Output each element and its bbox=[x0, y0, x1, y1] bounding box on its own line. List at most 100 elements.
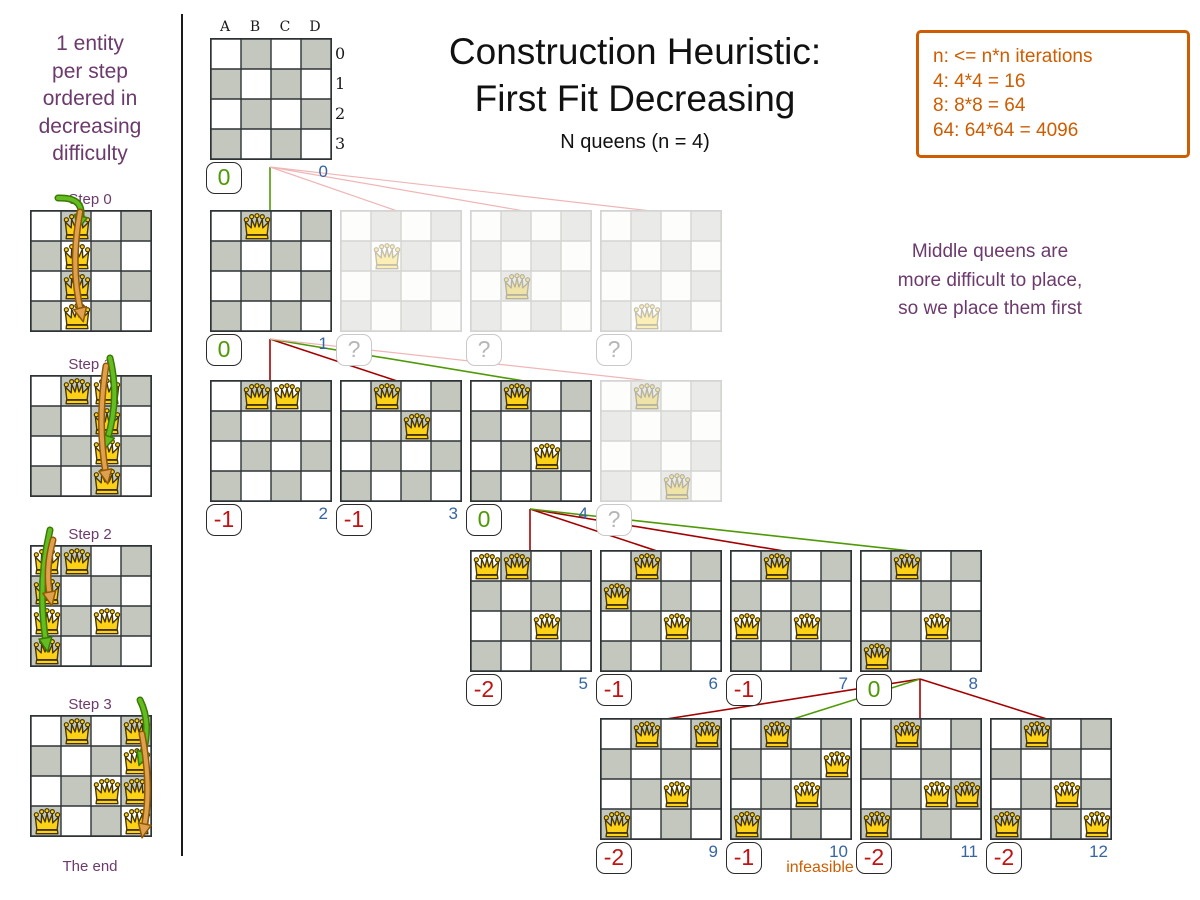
board-cell bbox=[731, 719, 761, 749]
board-cell bbox=[821, 719, 851, 749]
queen-icon bbox=[532, 612, 561, 641]
board-cell bbox=[761, 581, 791, 611]
board-cell bbox=[121, 576, 151, 606]
queen-crown-icon bbox=[633, 552, 660, 579]
the-end-label: The end bbox=[62, 858, 118, 875]
board-cell bbox=[661, 301, 691, 331]
queen-crown-icon bbox=[243, 382, 270, 409]
board-cell bbox=[531, 241, 561, 271]
queen-crown-icon bbox=[1083, 810, 1110, 837]
queen-icon bbox=[892, 720, 921, 749]
board-cell bbox=[61, 406, 91, 436]
board-cell bbox=[661, 581, 691, 611]
board-cell bbox=[601, 611, 631, 641]
queen-crown-icon bbox=[123, 807, 150, 834]
queen-crown-icon bbox=[63, 377, 90, 404]
board-cell bbox=[341, 411, 371, 441]
board-cell bbox=[891, 611, 921, 641]
iteration-number: 1 bbox=[318, 334, 328, 353]
board-cell bbox=[61, 606, 91, 636]
board-cell bbox=[61, 576, 91, 606]
board-cell bbox=[211, 441, 241, 471]
board-cell bbox=[31, 406, 61, 436]
board-cell bbox=[791, 719, 821, 749]
queen-crown-icon bbox=[603, 582, 630, 609]
queen-icon bbox=[502, 552, 531, 581]
queen-crown-icon bbox=[33, 577, 60, 604]
intro-line: ordered in bbox=[42, 87, 138, 110]
iteration-number: 5 bbox=[578, 674, 588, 693]
iterations-info-box: n: <= n*n iterations 4: 4*4 = 16 8: 8*8 … bbox=[916, 30, 1190, 158]
row-header: 1 bbox=[335, 74, 346, 93]
board-it6 bbox=[600, 550, 722, 672]
board-cell bbox=[661, 441, 691, 471]
queen-crown-icon bbox=[403, 412, 430, 439]
iteration-number: 4 bbox=[578, 504, 588, 523]
board-cell bbox=[921, 719, 951, 749]
board-cell bbox=[121, 301, 151, 331]
board-cell bbox=[691, 779, 721, 809]
board-cell bbox=[991, 719, 1021, 749]
board-cell bbox=[431, 241, 461, 271]
board-cell bbox=[31, 271, 61, 301]
score-badge-it12: -2 bbox=[986, 842, 1022, 874]
queen-icon bbox=[822, 750, 851, 779]
queen-crown-icon bbox=[63, 547, 90, 574]
board-cell bbox=[371, 241, 401, 271]
board-q1d bbox=[600, 210, 722, 332]
intro-line: difficulty bbox=[52, 142, 128, 165]
board-cell bbox=[631, 581, 661, 611]
queen-icon bbox=[662, 780, 691, 809]
queen-icon bbox=[502, 382, 531, 411]
board-cell bbox=[791, 749, 821, 779]
queen-crown-icon bbox=[503, 272, 530, 299]
board-cell bbox=[31, 376, 61, 406]
step-label-2: Step 2 bbox=[68, 526, 112, 543]
info-line: n: <= n*n iterations bbox=[933, 46, 1093, 67]
board-root bbox=[210, 38, 332, 160]
board-cell bbox=[631, 611, 661, 641]
board-cell bbox=[601, 241, 631, 271]
queen-crown-icon bbox=[33, 637, 60, 664]
queen-crown-icon bbox=[63, 272, 90, 299]
board-cell bbox=[631, 471, 661, 501]
board-cell bbox=[601, 381, 631, 411]
iteration-number: 9 bbox=[708, 842, 718, 861]
board-cell bbox=[241, 301, 271, 331]
queen-crown-icon bbox=[603, 810, 630, 837]
queen-icon bbox=[92, 777, 121, 806]
score-badge-root: 0 bbox=[206, 162, 242, 194]
board-cell bbox=[601, 471, 631, 501]
queen-icon bbox=[532, 442, 561, 471]
queen-crown-icon bbox=[93, 437, 120, 464]
board-cell bbox=[1021, 809, 1051, 839]
board-cell bbox=[31, 746, 61, 776]
board-cell bbox=[301, 241, 331, 271]
board-cell bbox=[861, 611, 891, 641]
board-cell bbox=[301, 271, 331, 301]
board-cell bbox=[271, 241, 301, 271]
board-cell bbox=[691, 271, 721, 301]
queen-crown-icon bbox=[63, 717, 90, 744]
score-badge-it8: 0 bbox=[856, 674, 892, 706]
board-cell bbox=[861, 779, 891, 809]
queen-crown-icon bbox=[663, 472, 690, 499]
board-cell bbox=[531, 211, 561, 241]
score-badge-it2: -1 bbox=[206, 504, 242, 536]
board-cell bbox=[561, 611, 591, 641]
board-cell bbox=[1051, 749, 1081, 779]
queen-icon bbox=[32, 807, 61, 836]
board-cell bbox=[731, 641, 761, 671]
board-cell bbox=[31, 466, 61, 496]
queen-crown-icon bbox=[733, 612, 760, 639]
board-cell bbox=[211, 211, 241, 241]
board-cell bbox=[121, 406, 151, 436]
board-cell bbox=[211, 471, 241, 501]
board-cell bbox=[431, 471, 461, 501]
board-cell bbox=[121, 271, 151, 301]
board-cell bbox=[501, 211, 531, 241]
score-badge-it3: -1 bbox=[336, 504, 372, 536]
board-cell bbox=[401, 471, 431, 501]
board-it4 bbox=[470, 380, 592, 502]
board-cell bbox=[211, 381, 241, 411]
